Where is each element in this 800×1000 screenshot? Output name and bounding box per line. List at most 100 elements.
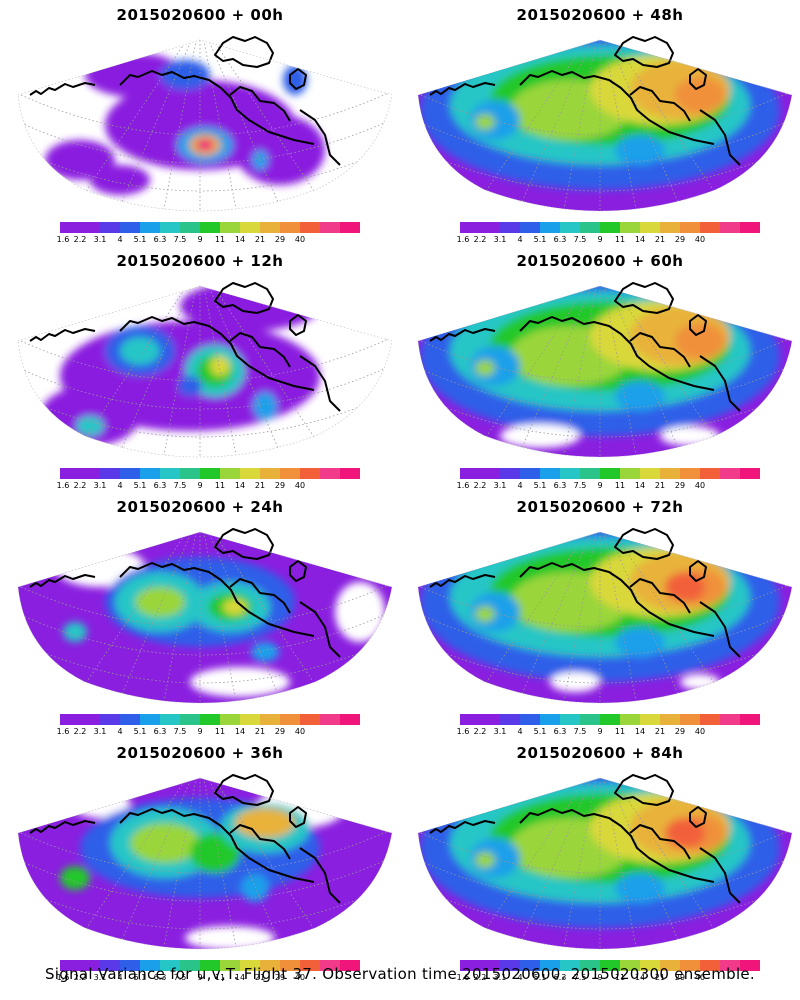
colorbar-segment <box>480 714 500 725</box>
colorbar-segment <box>240 960 260 971</box>
colorbar-segment <box>100 714 120 725</box>
colorbar-tick-label: 21 <box>654 481 666 490</box>
colorbar-segment <box>140 960 160 971</box>
colorbar-segment <box>560 222 580 233</box>
colorbar-tick-label: 7.5 <box>573 481 587 490</box>
variance-blob <box>223 599 247 615</box>
colorbar-segment <box>320 960 340 971</box>
variance-blob <box>665 818 705 848</box>
variance-blob <box>135 587 185 617</box>
colorbar-segment <box>300 222 320 233</box>
map-panel-36h: 2015020600 + 36h 1.6 2.2 3.1 4 5.1 6.3 7.5 9 11 1… <box>0 738 400 984</box>
colorbar-segment <box>200 222 220 233</box>
colorbar-tick-label: 14 <box>234 235 246 244</box>
colorbar-segment <box>300 714 320 725</box>
variance-map <box>17 282 393 458</box>
colorbar-segment <box>740 960 760 971</box>
colorbar-segment <box>540 222 560 233</box>
variance-blob <box>475 852 495 868</box>
variance-blob <box>253 392 277 420</box>
colorbar-tick-label: 1.6 <box>456 727 470 736</box>
colorbar-tick-label: 40 <box>694 481 706 490</box>
colorbar-segment <box>160 714 180 725</box>
colorbar-tick-label: 40 <box>294 973 306 982</box>
colorbar-segment <box>640 960 660 971</box>
variance-blob <box>470 100 520 140</box>
colorbar-segment <box>700 714 720 725</box>
colorbar-segment <box>220 714 240 725</box>
panel-title: 2015020600 + 24h <box>116 498 284 516</box>
colorbar-segment <box>220 960 240 971</box>
colorbar-tick-label: 2.2 <box>73 973 87 982</box>
coastline <box>29 36 341 166</box>
map-boundary <box>417 39 793 212</box>
colorbar-segment <box>620 468 640 479</box>
colorbar-segment <box>560 714 580 725</box>
colorbar <box>60 468 360 479</box>
colorbar-segment <box>520 714 540 725</box>
variance-blob <box>660 426 720 446</box>
colorbar-segment <box>660 468 680 479</box>
colorbar-labels: 1.6 2.2 3.1 4 5.1 6.3 7.5 9 11 14 21 29 40 <box>57 481 360 491</box>
colorbar-segment <box>220 468 240 479</box>
colorbar-tick-label: 40 <box>294 481 306 490</box>
coastline <box>29 774 341 904</box>
colorbar-segment <box>120 468 140 479</box>
colorbar-segment <box>480 468 500 479</box>
colorbar-tick-label: 9 <box>597 727 603 736</box>
variance-blob <box>251 642 279 662</box>
colorbar-tick-label: 11 <box>214 727 226 736</box>
colorbar-tick-label: 7.5 <box>173 727 187 736</box>
variance-blob <box>500 424 580 448</box>
colorbar-tick-label: 29 <box>274 727 286 736</box>
colorbar-segment <box>340 960 360 971</box>
colorbar-tick-label: 14 <box>634 973 646 982</box>
colorbar-segment <box>180 714 200 725</box>
colorbar-segment <box>600 468 620 479</box>
colorbar-segment <box>720 714 740 725</box>
map-boundary <box>17 531 393 704</box>
colorbar-tick-label: 4 <box>117 235 123 244</box>
colorbar-segment <box>680 960 700 971</box>
colorbar-tick-label: 3.1 <box>93 727 107 736</box>
colorbar-segment <box>500 222 520 233</box>
colorbar-tick-label: 9 <box>597 235 603 244</box>
variance-blob <box>475 606 495 622</box>
figure-caption: Signal Variance for u,v,T. Flight 37. Ob… <box>44 965 756 983</box>
colorbar-labels: 1.6 2.2 3.1 4 5.1 6.3 7.5 9 11 14 21 29 40 <box>457 481 760 491</box>
colorbar-labels: 1.6 2.2 3.1 4 5.1 6.3 7.5 9 11 14 21 29 40 <box>457 973 760 983</box>
graticule <box>18 532 392 703</box>
colorbar-segment <box>460 714 480 725</box>
colorbar-tick-label: 21 <box>654 235 666 244</box>
map-panel-12h: 2015020600 + 12h 1.6 2.2 3.1 4 5.1 6.3 7.5 9 11 1… <box>0 246 400 492</box>
colorbar-tick-label: 3.1 <box>93 481 107 490</box>
colorbar-segment <box>120 222 140 233</box>
colorbar-tick-label: 2.2 <box>473 973 487 982</box>
colorbar-segment <box>260 960 280 971</box>
variance-blob <box>680 674 720 690</box>
variance-blob <box>665 572 705 602</box>
colorbar-segment <box>240 468 260 479</box>
colorbar-segment <box>460 468 480 479</box>
variance-blob <box>335 582 385 642</box>
colorbar-segment <box>60 468 80 479</box>
colorbar-tick-label: 6.3 <box>153 973 167 982</box>
map-boundary <box>17 285 393 458</box>
colorbar-segment <box>460 222 480 233</box>
colorbar-tick-label: 6.3 <box>553 973 567 982</box>
colorbar-segment <box>720 960 740 971</box>
panel-title: 2015020600 + 72h <box>516 498 684 516</box>
colorbar-tick-label: 4 <box>517 727 523 736</box>
colorbar-tick-label: 1.6 <box>456 235 470 244</box>
colorbar-tick-label: 29 <box>274 973 286 982</box>
colorbar-tick-label: 5.1 <box>133 727 147 736</box>
colorbar-segment <box>540 468 560 479</box>
variance-map <box>417 282 793 458</box>
colorbar-tick-label: 9 <box>197 973 203 982</box>
graticule <box>18 40 392 211</box>
colorbar-segment <box>280 714 300 725</box>
colorbar-tick-label: 14 <box>634 235 646 244</box>
colorbar-segment <box>740 714 760 725</box>
variance-blob <box>120 337 160 365</box>
colorbar-segment <box>160 468 180 479</box>
